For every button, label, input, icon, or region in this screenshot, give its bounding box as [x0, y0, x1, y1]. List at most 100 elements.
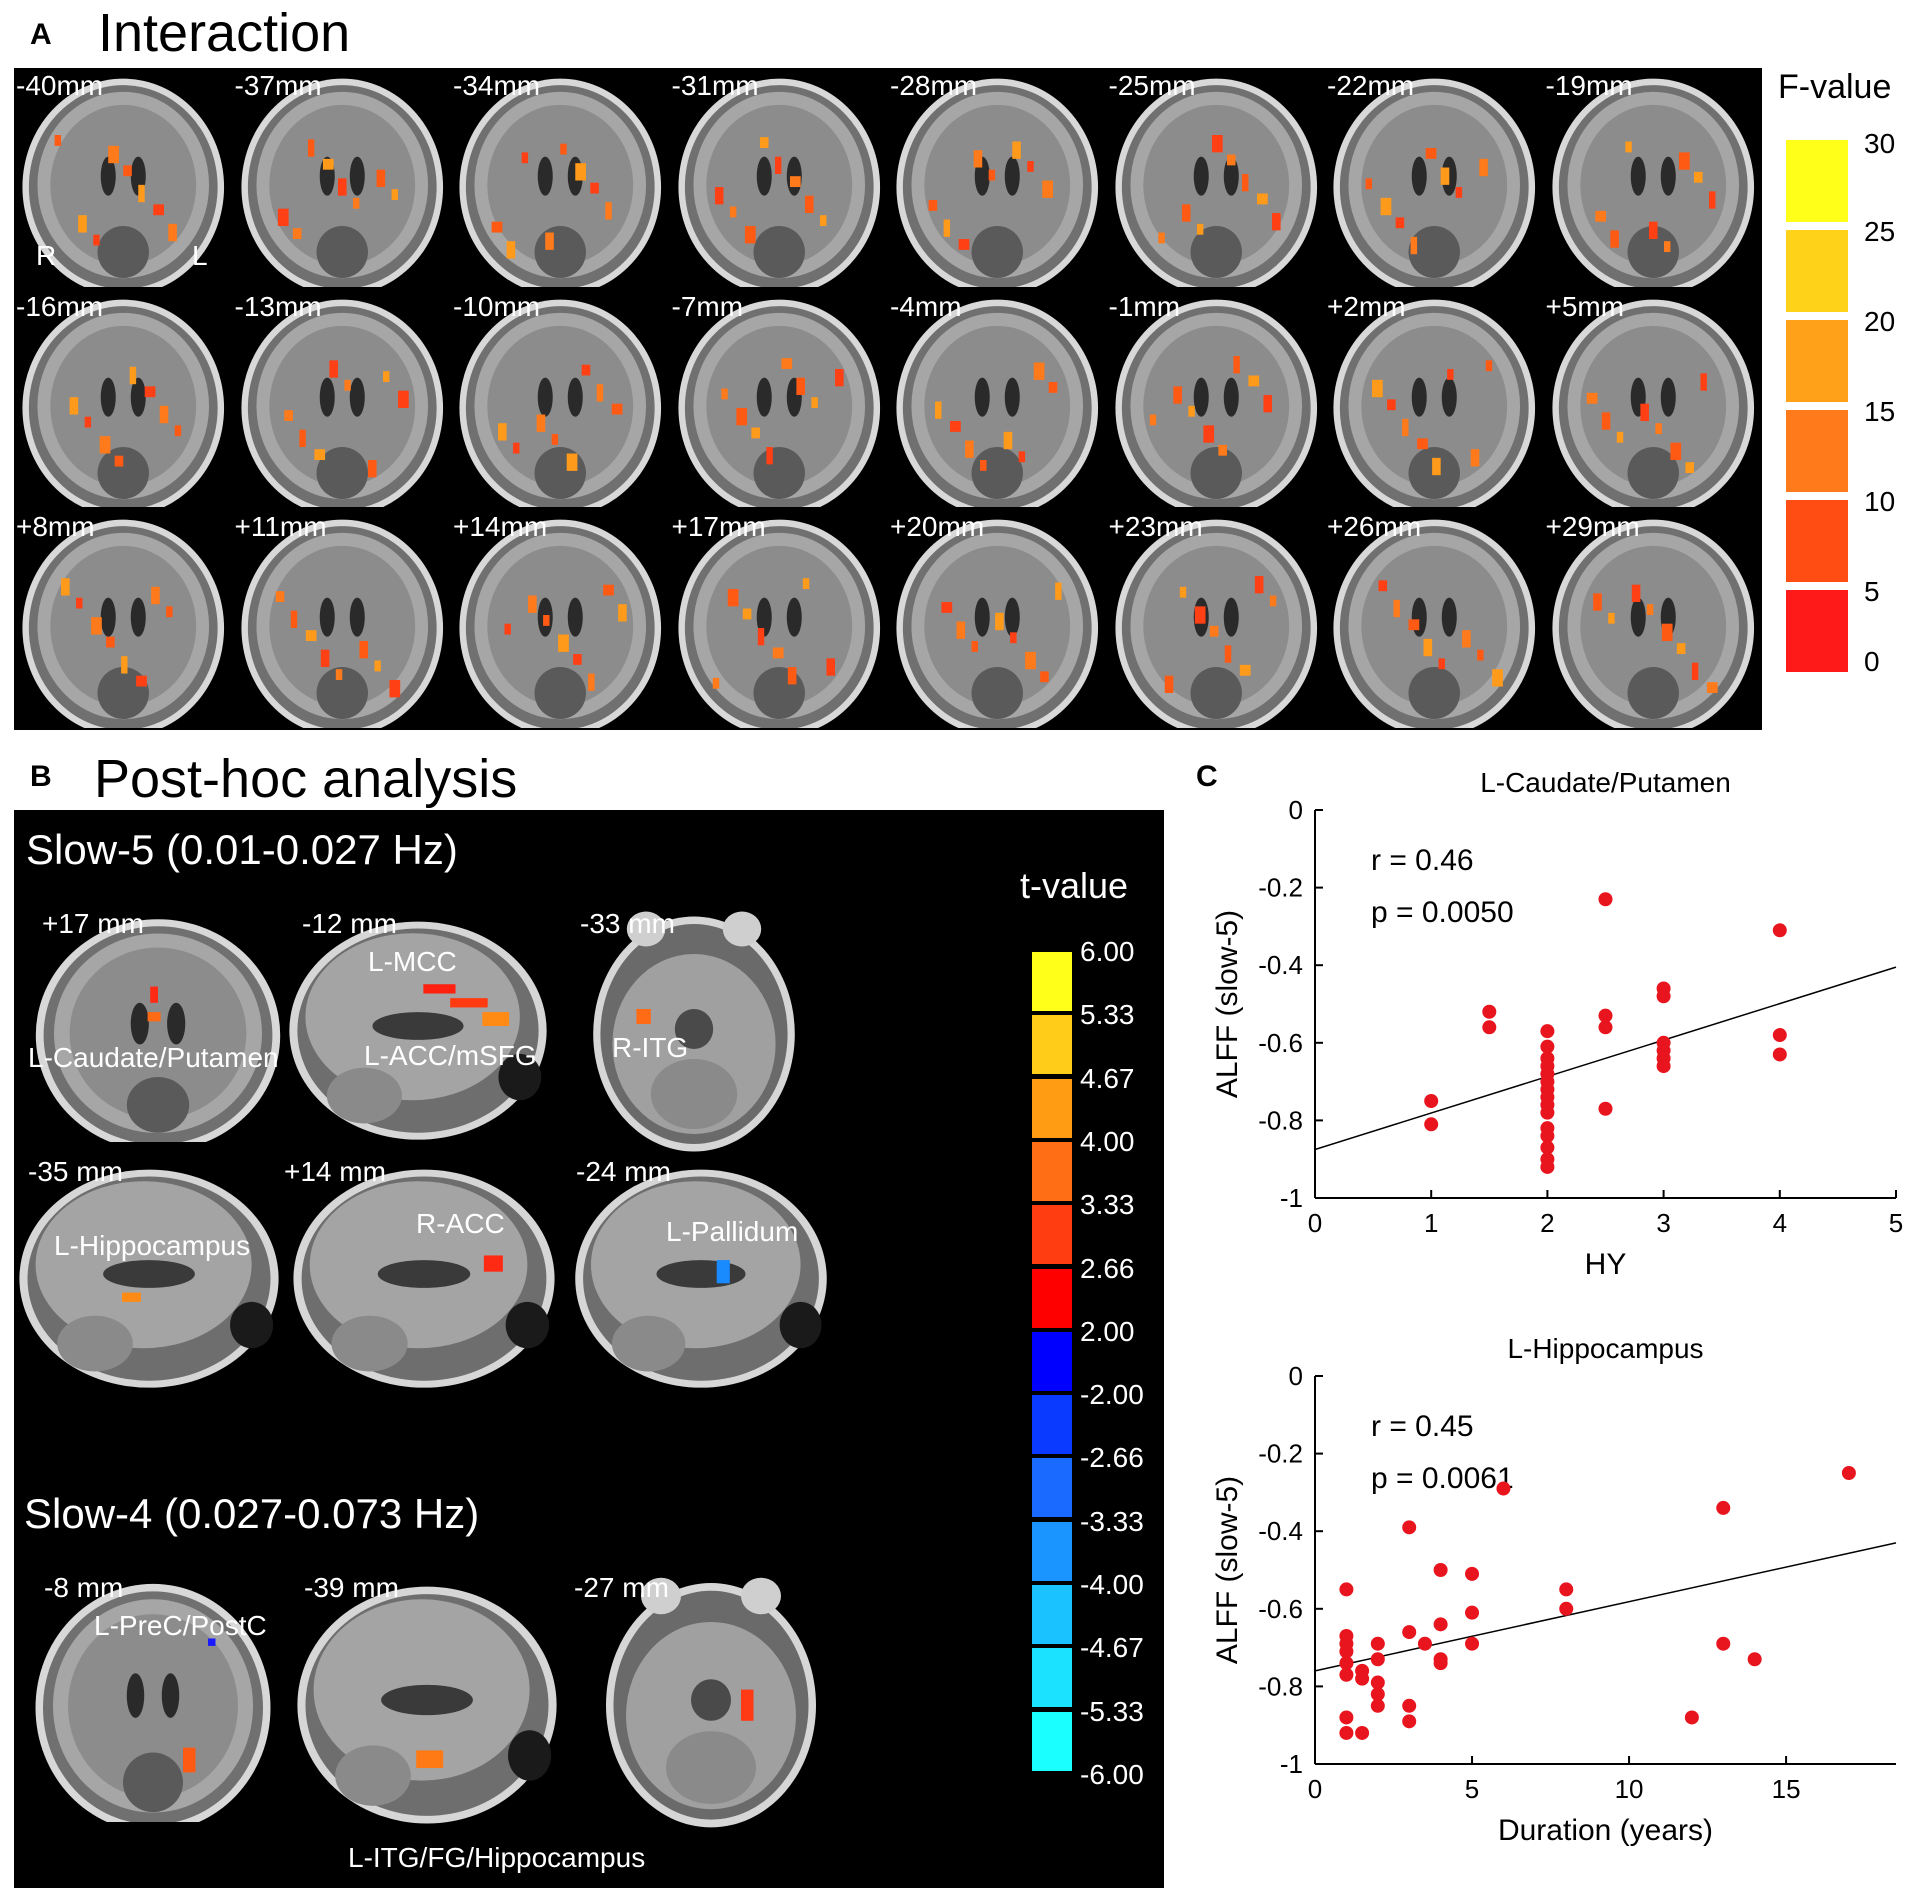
x-tick-label: 1 [1424, 1208, 1438, 1238]
coronal-slice [890, 290, 1105, 508]
data-point [1402, 1698, 1417, 1713]
f-colorbar-tick: 10 [1864, 486, 1896, 517]
slice-coordinate-label: +11mm [234, 511, 327, 543]
y-tick-label: 0 [1289, 1361, 1303, 1391]
data-point [1772, 923, 1787, 938]
panel-b-letter: B [30, 760, 52, 793]
y-tick-label: -0.4 [1258, 950, 1303, 980]
brain-coronal-prec [28, 1574, 278, 1822]
data-point [1540, 1024, 1555, 1039]
coronal-slice [16, 511, 231, 729]
data-point [1482, 1020, 1497, 1035]
x-tick-label: 15 [1772, 1774, 1801, 1804]
brain-sagittal-pallidum [570, 1158, 832, 1390]
data-point [1433, 1617, 1448, 1632]
y-tick-label: -0.2 [1258, 873, 1303, 903]
x-tick-label: 5 [1465, 1774, 1479, 1804]
data-point [1482, 1004, 1497, 1019]
t-colorbar-tick: -2.00 [1080, 1379, 1144, 1411]
y-tick-label: -0.2 [1258, 1439, 1303, 1469]
coronal-slice [16, 290, 231, 508]
x-tick-label: 5 [1889, 1208, 1903, 1238]
region-label-itg: R-ITG [612, 1032, 689, 1063]
t-colorbar-tick: 4.67 [1080, 1062, 1135, 1094]
slice-coordinate-label: +17mm [671, 511, 766, 543]
data-point [1370, 1636, 1385, 1651]
coronal-slice [1108, 290, 1323, 508]
region-label-pallidum: L-Pallidum [666, 1216, 799, 1247]
coronal-slice [890, 70, 1105, 287]
slice-coordinate-label: +20mm [890, 511, 985, 543]
data-point [1402, 1714, 1417, 1729]
data-point [1841, 1466, 1856, 1480]
chart-title: L-Hippocampus [1507, 1333, 1703, 1364]
coronal-slice [234, 290, 449, 508]
f-colorbar-segment [1786, 320, 1848, 402]
data-point [1598, 1101, 1613, 1116]
slice-coordinate-label: -19mm [1545, 70, 1633, 101]
region-label-racc: R-ACC [416, 1208, 505, 1239]
coronal-slice [453, 290, 668, 508]
t-colorbar-tick: 5.33 [1080, 999, 1135, 1031]
slice-coordinate-label: -25mm [1108, 70, 1196, 101]
slice-coordinate-label: -37mm [234, 70, 322, 101]
data-point [1355, 1671, 1370, 1686]
data-point [1339, 1725, 1354, 1740]
data-point [1339, 1656, 1354, 1671]
data-point [1433, 1656, 1448, 1671]
y-tick-label: -1 [1280, 1749, 1303, 1779]
data-point [1772, 1047, 1787, 1062]
coronal-slice [890, 511, 1105, 729]
coronal-slice [234, 511, 449, 729]
data-point [1370, 1675, 1385, 1690]
x-tick-label: 2 [1540, 1208, 1554, 1238]
region-label-mcc: L-MCC [368, 946, 457, 977]
data-point [1339, 1644, 1354, 1659]
data-point [1540, 1159, 1555, 1174]
data-point [1465, 1566, 1480, 1581]
coronal-slice [1108, 511, 1323, 729]
brain-sagittal-racc [288, 1158, 560, 1390]
region-label-caudate: L-Caudate/Putamen [28, 1042, 279, 1073]
f-colorbar-tick: 15 [1864, 396, 1896, 427]
data-point [1339, 1710, 1354, 1725]
coronal-slice [671, 290, 886, 508]
slice-coordinate-label: +14mm [453, 511, 548, 543]
coronal-slice [671, 70, 886, 287]
slice-coordinate-label: +17 mm [42, 908, 144, 939]
slice-coordinate-label: +14 mm [284, 1156, 386, 1187]
panel-b-title: Post-hoc analysis [94, 749, 518, 809]
data-point [1424, 1094, 1439, 1108]
y-tick-label: -0.6 [1258, 1028, 1303, 1058]
x-tick-label: 3 [1656, 1208, 1670, 1238]
orientation-right-label: R [36, 240, 57, 271]
t-colorbar-segment [1032, 1585, 1072, 1644]
f-colorbar-segment [1786, 410, 1848, 492]
t-colorbar-tick: -2.66 [1080, 1442, 1144, 1474]
data-point [1716, 1500, 1731, 1515]
data-point [1716, 1636, 1731, 1651]
f-colorbar-segment [1786, 230, 1848, 312]
data-point [1540, 1039, 1555, 1054]
y-tick-label: 0 [1289, 795, 1303, 825]
data-point [1424, 1117, 1439, 1132]
t-colorbar-segment [1032, 1141, 1072, 1201]
data-point [1684, 1710, 1699, 1725]
slow5-heading: Slow-5 (0.01-0.027 Hz) [26, 826, 458, 873]
brain-coronal-caudate [28, 910, 288, 1142]
data-point [1656, 1059, 1671, 1074]
data-point [1355, 1725, 1370, 1740]
x-axis-label: Duration (years) [1498, 1814, 1713, 1847]
data-point [1402, 1520, 1417, 1535]
f-colorbar-segment [1786, 590, 1848, 672]
x-tick-label: 0 [1308, 1774, 1322, 1804]
data-point [1417, 1636, 1432, 1651]
fit-line [1314, 1542, 1897, 1672]
t-colorbar-segment [1032, 1395, 1072, 1455]
data-point [1370, 1652, 1385, 1667]
t-colorbar-segment [1032, 1078, 1072, 1138]
t-colorbar-tick: 2.66 [1080, 1252, 1135, 1284]
brain-axial-fg [586, 1570, 836, 1830]
t-colorbar-segment [1032, 952, 1072, 1011]
